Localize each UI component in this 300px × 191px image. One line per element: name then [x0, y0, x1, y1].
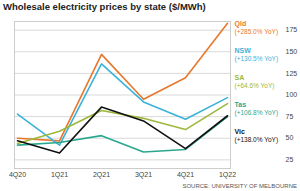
svg-text:NSW: NSW: [235, 47, 252, 54]
svg-text:Vic: Vic: [235, 128, 245, 135]
svg-text:125: 125: [286, 70, 298, 77]
svg-text:Qld: Qld: [234, 20, 247, 28]
svg-text:2Q21: 2Q21: [93, 171, 110, 179]
svg-text:(+64.6% YoY): (+64.6% YoY): [235, 82, 275, 90]
svg-text:(+106.8% YoY): (+106.8% YoY): [235, 109, 279, 117]
svg-text:(+138.0% YoY): (+138.0% YoY): [235, 136, 279, 144]
svg-text:150: 150: [286, 48, 298, 55]
html-text:Wholesale electricity prices b: Wholesale electricity prices by state ($…: [3, 1, 206, 12]
svg-text:(+130.5% YoY): (+130.5% YoY): [235, 55, 279, 63]
svg-text:Tas: Tas: [235, 101, 247, 108]
svg-text:4Q21: 4Q21: [177, 171, 194, 179]
svg-text:175: 175: [286, 26, 298, 33]
svg-text:100: 100: [286, 91, 298, 98]
svg-text:25: 25: [286, 156, 294, 163]
svg-text:3Q21: 3Q21: [135, 171, 152, 179]
svg-text:50: 50: [286, 134, 294, 141]
svg-text:SA: SA: [235, 74, 245, 81]
svg-text:1Q21: 1Q21: [51, 171, 68, 179]
svg-text:75: 75: [286, 113, 294, 120]
html-text:SOURCE: UNIVERSITY OF MELBOURN: SOURCE: UNIVERSITY OF MELBOURNE: [182, 183, 297, 189]
svg-text:1Q22: 1Q22: [219, 171, 236, 179]
svg-text:4Q20: 4Q20: [9, 171, 26, 179]
svg-text:(+285.0% YoY): (+285.0% YoY): [235, 28, 279, 36]
